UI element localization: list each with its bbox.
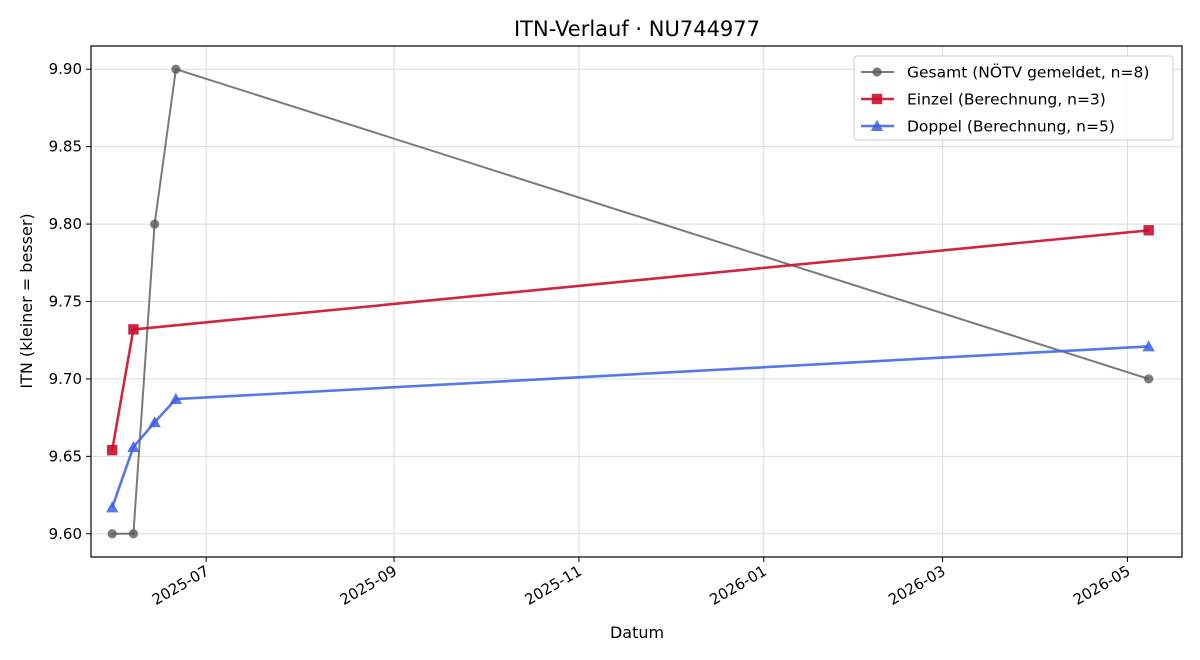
data-point-square	[128, 324, 139, 335]
data-point-triangle	[127, 440, 140, 453]
legend-label: Gesamt (NÖTV gemeldet, n=8)	[907, 63, 1149, 82]
chart-title: ITN-Verlauf · NU744977	[514, 17, 760, 41]
legend-label: Doppel (Berechnung, n=5)	[907, 118, 1115, 136]
y-tick-label: 9.75	[49, 293, 82, 311]
data-point-square	[1143, 225, 1154, 236]
legend-label: Einzel (Berechnung, n=3)	[907, 91, 1106, 109]
data-point-square	[871, 93, 883, 105]
data-point-circle	[150, 219, 160, 229]
data-point-triangle	[1142, 340, 1155, 352]
data-point-circle	[107, 529, 117, 539]
data-point-circle	[171, 64, 181, 74]
series-3	[106, 340, 1155, 513]
data-point-circle	[128, 529, 139, 539]
data-point-circle	[1144, 374, 1154, 384]
legend: Gesamt (NÖTV gemeldet, n=8) Einzel (Berec…	[853, 55, 1174, 141]
data-point-triangle	[148, 416, 161, 428]
x-axis-label: Datum	[610, 623, 664, 642]
legend-box	[853, 55, 1174, 141]
y-tick-label: 9.60	[49, 525, 82, 543]
data-point-triangle	[106, 501, 119, 513]
y-tick-label: 9.65	[49, 447, 82, 465]
series-1	[107, 64, 1154, 539]
data-point-square	[107, 444, 118, 456]
y-tick-label: 9.80	[49, 215, 82, 233]
series-2	[107, 225, 1154, 456]
y-tick-label: 9.85	[49, 138, 82, 156]
series-layer	[106, 64, 1155, 539]
grid-layer	[91, 46, 1182, 557]
data-point-circle	[872, 67, 882, 77]
y-tick-label: 9.70	[49, 370, 82, 388]
y-tick-label: 9.90	[49, 60, 82, 78]
data-point-triangle	[169, 392, 183, 405]
data-point-triangle	[870, 119, 884, 131]
y-axis-label: ITN (kleiner = besser)	[17, 213, 36, 388]
